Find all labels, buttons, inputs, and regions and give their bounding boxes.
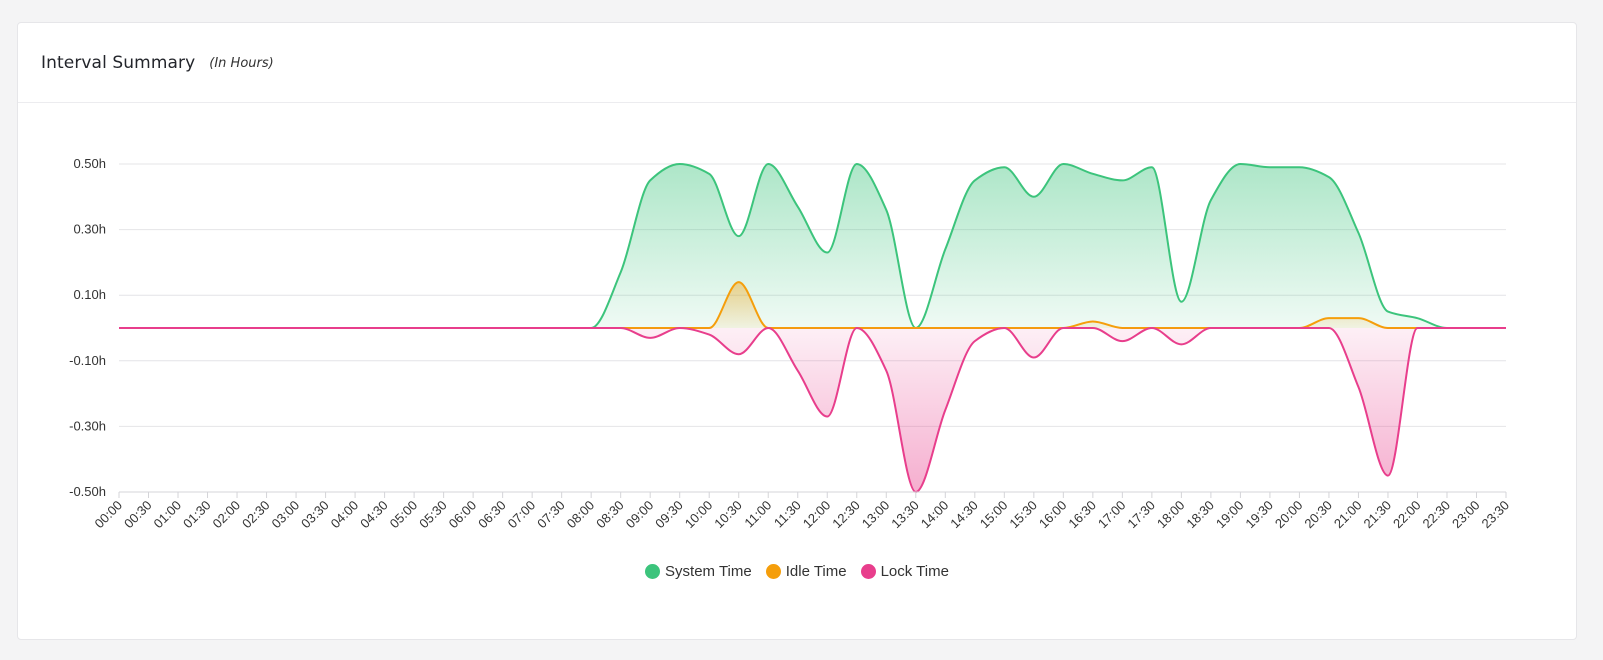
legend-item-system-time[interactable]: System Time xyxy=(645,563,752,580)
x-tick-label: 23:30 xyxy=(1479,498,1513,532)
x-tick-label: 09:30 xyxy=(652,498,686,532)
x-tick-label: 04:00 xyxy=(328,498,362,532)
x-tick-label: 01:00 xyxy=(151,498,185,532)
card-title: Interval Summary xyxy=(41,52,196,73)
interval-summary-card: Interval Summary (In Hours) 0.50h 0.30h 0.… xyxy=(17,22,1577,640)
y-tick-label: 0.30h xyxy=(73,222,106,237)
x-tick-label: 19:30 xyxy=(1242,498,1276,532)
y-tick-label: -0.30h xyxy=(69,418,106,433)
x-tick-label: 12:30 xyxy=(829,498,863,532)
x-tick-label: 06:30 xyxy=(475,498,509,532)
legend-marker xyxy=(645,564,661,579)
x-tick-label: 12:00 xyxy=(800,498,834,532)
x-tick-label: 15:30 xyxy=(1006,498,1040,532)
x-tick-label: 02:30 xyxy=(239,498,273,532)
legend-item-idle-time[interactable]: Idle Time xyxy=(765,563,847,580)
x-tick-label: 14:30 xyxy=(947,498,981,532)
x-tick-label: 16:30 xyxy=(1065,498,1099,532)
series-layer xyxy=(118,162,1506,494)
x-tick-label: 07:00 xyxy=(505,498,539,532)
x-tick-label: 08:00 xyxy=(564,498,598,532)
x-tick-label: 21:30 xyxy=(1360,498,1394,532)
x-tick-label: 08:30 xyxy=(593,498,627,532)
x-tick-label: 00:00 xyxy=(92,498,126,532)
legend-label: Idle Time xyxy=(785,563,847,580)
x-tick-label: 13:30 xyxy=(888,498,922,532)
x-axis: 00:0000:3001:0001:3002:0002:3003:0003:30… xyxy=(92,491,1513,532)
x-tick-label: 03:30 xyxy=(298,498,332,532)
x-tick-label: 20:00 xyxy=(1272,498,1306,532)
x-tick-label: 22:00 xyxy=(1390,498,1424,532)
y-tick-label: 0.50h xyxy=(73,156,106,171)
x-tick-label: 09:00 xyxy=(623,498,657,532)
card-header: Interval Summary (In Hours) xyxy=(18,23,1576,103)
legend-label: Lock Time xyxy=(880,563,949,580)
legend-marker xyxy=(765,564,781,579)
x-tick-label: 16:00 xyxy=(1036,498,1070,532)
x-tick-label: 17:30 xyxy=(1124,498,1158,532)
x-tick-label: 21:00 xyxy=(1331,498,1365,532)
y-tick-label: -0.50h xyxy=(69,484,106,499)
x-tick-label: 18:30 xyxy=(1183,498,1217,532)
x-tick-label: 18:00 xyxy=(1154,498,1188,532)
x-tick-label: 10:30 xyxy=(711,498,745,532)
card-subtitle: (In Hours) xyxy=(209,56,274,71)
x-tick-label: 00:30 xyxy=(121,498,155,532)
series-area-idle-time xyxy=(119,282,1506,328)
x-tick-label: 11:30 xyxy=(771,498,804,531)
x-tick-label: 20:30 xyxy=(1301,498,1335,532)
legend-marker xyxy=(860,564,876,579)
legend-label: System Time xyxy=(665,563,752,580)
x-tick-label: 03:00 xyxy=(269,498,303,532)
y-tick-label: 0.10h xyxy=(73,287,106,302)
x-tick-label: 05:30 xyxy=(416,498,450,532)
x-tick-label: 11:00 xyxy=(741,498,774,531)
legend-item-lock-time[interactable]: Lock Time xyxy=(860,563,949,580)
x-tick-label: 22:30 xyxy=(1419,498,1453,532)
series-area-lock-time xyxy=(119,328,1506,492)
x-tick-label: 15:00 xyxy=(977,498,1011,532)
x-tick-label: 02:00 xyxy=(210,498,244,532)
x-tick-label: 04:30 xyxy=(357,498,391,532)
x-tick-label: 17:00 xyxy=(1095,498,1129,532)
y-axis: 0.50h 0.30h 0.10h -0.10h -0.30h -0.50h xyxy=(69,156,106,499)
x-tick-label: 19:00 xyxy=(1213,498,1247,532)
x-tick-label: 06:00 xyxy=(446,498,480,532)
x-tick-label: 10:00 xyxy=(682,498,716,532)
x-tick-label: 07:30 xyxy=(534,498,568,532)
x-tick-label: 05:00 xyxy=(387,498,421,532)
x-tick-label: 01:30 xyxy=(180,498,214,532)
y-tick-label: -0.10h xyxy=(69,353,106,368)
x-tick-label: 23:00 xyxy=(1449,498,1483,532)
chart-legend: System Time Idle Time Lock Time xyxy=(18,563,1576,580)
series-line-lock-time xyxy=(118,326,1506,494)
x-tick-label: 14:00 xyxy=(918,498,952,532)
x-tick-label: 13:00 xyxy=(859,498,893,532)
series-area-system-time xyxy=(119,164,1506,328)
